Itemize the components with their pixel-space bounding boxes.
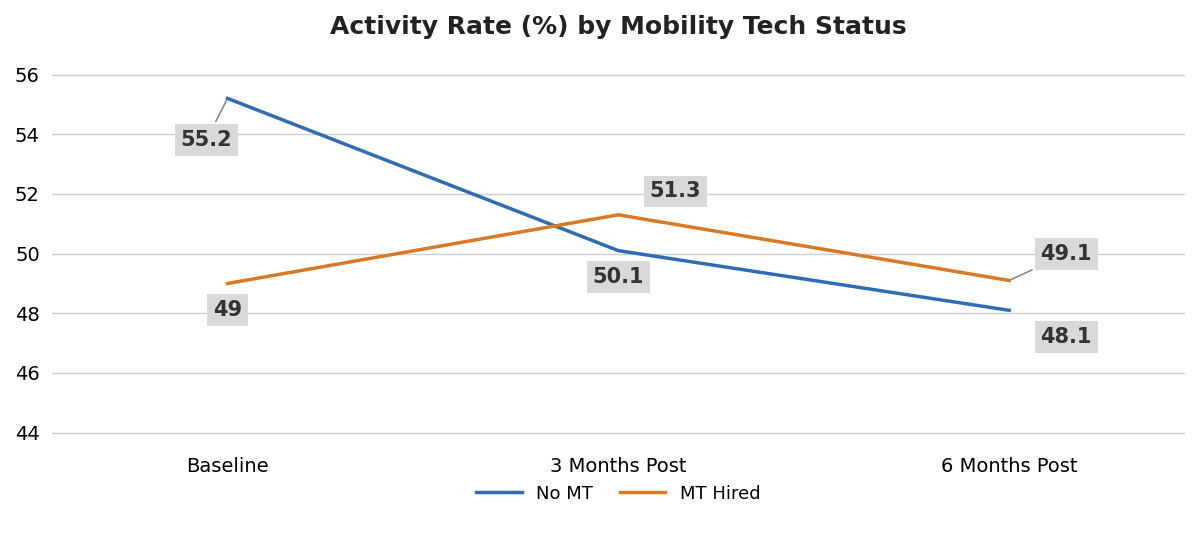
Text: 48.1: 48.1: [1040, 326, 1092, 347]
Text: 55.2: 55.2: [181, 101, 233, 150]
Text: 49: 49: [212, 300, 242, 320]
Title: Activity Rate (%) by Mobility Tech Status: Activity Rate (%) by Mobility Tech Statu…: [330, 15, 907, 39]
Text: 50.1: 50.1: [593, 267, 644, 287]
Text: 49.1: 49.1: [1012, 244, 1092, 280]
Text: 51.3: 51.3: [649, 181, 701, 201]
Legend: No MT, MT Hired: No MT, MT Hired: [469, 477, 768, 510]
